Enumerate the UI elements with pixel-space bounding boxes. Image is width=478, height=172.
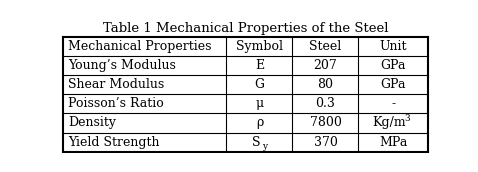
Text: μ: μ xyxy=(255,97,263,110)
Text: 80: 80 xyxy=(317,78,334,91)
Text: Shear Modulus: Shear Modulus xyxy=(68,78,164,91)
Text: 3: 3 xyxy=(405,114,410,123)
Text: S: S xyxy=(252,136,261,149)
Text: 7800: 7800 xyxy=(310,116,341,130)
Text: GPa: GPa xyxy=(380,59,406,72)
Text: MPa: MPa xyxy=(379,136,408,149)
Text: G: G xyxy=(254,78,264,91)
Text: 207: 207 xyxy=(314,59,337,72)
Text: Symbol: Symbol xyxy=(236,40,283,53)
Text: Kg/m: Kg/m xyxy=(372,116,405,130)
Text: 370: 370 xyxy=(314,136,337,149)
Text: E: E xyxy=(255,59,264,72)
Text: ρ: ρ xyxy=(256,116,263,130)
Text: Steel: Steel xyxy=(309,40,342,53)
Text: Poisson’s Ratio: Poisson’s Ratio xyxy=(68,97,163,110)
Text: Unit: Unit xyxy=(380,40,407,53)
Text: Mechanical Properties: Mechanical Properties xyxy=(68,40,211,53)
Text: Young’s Modulus: Young’s Modulus xyxy=(68,59,176,72)
Text: Yield Strength: Yield Strength xyxy=(68,136,159,149)
Text: GPa: GPa xyxy=(380,78,406,91)
Text: 0.3: 0.3 xyxy=(315,97,336,110)
Text: Table 1 Mechanical Properties of the Steel: Table 1 Mechanical Properties of the Ste… xyxy=(103,22,389,35)
Text: y: y xyxy=(262,142,267,151)
Text: Density: Density xyxy=(68,116,116,130)
Text: -: - xyxy=(391,97,395,110)
